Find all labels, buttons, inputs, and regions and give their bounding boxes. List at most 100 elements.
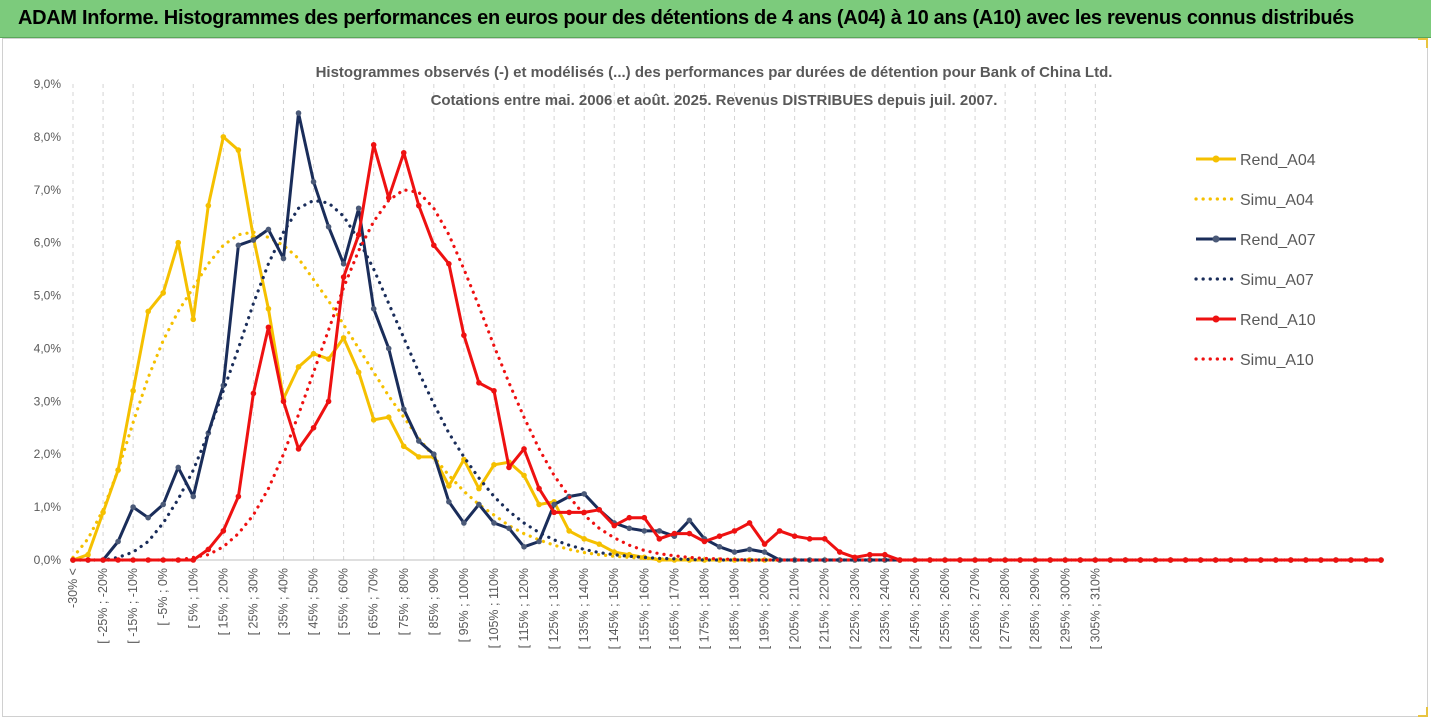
data-point (280, 398, 287, 405)
data-point (130, 557, 136, 563)
data-point (415, 202, 422, 209)
y-tick-label: 2,0% (34, 447, 62, 461)
x-tick-label: [ 135% ; 140% (577, 568, 591, 649)
data-point (145, 557, 151, 563)
data-point (310, 179, 317, 185)
data-point (641, 528, 648, 534)
data-point (370, 305, 377, 312)
data-point (340, 274, 347, 280)
y-tick-label: 4,0% (34, 341, 62, 355)
legend-entry: Rend_A07 (1196, 232, 1316, 249)
data-point (431, 242, 437, 249)
y-tick-label: 0,0% (34, 553, 62, 567)
data-point (641, 514, 648, 521)
x-tick-label: [ 195% ; 200% (758, 568, 772, 649)
series-line (71, 198, 1383, 562)
data-point (491, 462, 497, 468)
data-point (671, 530, 678, 537)
data-point (265, 305, 272, 312)
x-tick-label: [ 215% ; 220% (818, 568, 832, 649)
data-point (130, 387, 136, 394)
series-Simu_A10 (71, 188, 1383, 562)
x-tick-label: [ 235% ; 240% (878, 568, 892, 649)
y-tick-label: 3,0% (34, 394, 62, 408)
data-point (190, 316, 197, 323)
x-tick-label: [ 35% ; 40% (276, 568, 290, 635)
data-point (611, 522, 618, 529)
legend-label: Simu_A07 (1240, 272, 1314, 289)
data-point (776, 528, 783, 534)
data-point (265, 324, 272, 331)
chart-title-line: Histogrammes observés (-) et modélisés (… (316, 64, 1113, 81)
data-point (626, 514, 633, 521)
data-point (536, 538, 542, 545)
data-point (446, 499, 452, 505)
data-point (355, 231, 362, 238)
data-point (310, 424, 317, 431)
data-point (400, 149, 407, 156)
x-tick-label: [ 245% ; 250% (908, 568, 922, 649)
data-point (235, 242, 242, 249)
data-point (1032, 557, 1039, 563)
series-Simu_A07 (71, 198, 1383, 562)
data-point (701, 538, 708, 545)
data-point (115, 557, 121, 563)
data-point (310, 350, 317, 357)
data-point (551, 501, 557, 508)
data-point (190, 493, 197, 500)
data-point (656, 536, 663, 542)
y-tick-label: 8,0% (34, 130, 62, 144)
data-point (1062, 557, 1069, 563)
data-point (115, 538, 121, 545)
x-tick-label: [ 15% ; 20% (216, 568, 230, 635)
legend-entry: Simu_A10 (1194, 352, 1314, 369)
data-point (1182, 557, 1189, 563)
legend-marker (1212, 155, 1220, 163)
data-point (145, 514, 151, 521)
data-point (611, 549, 618, 555)
data-point (1077, 557, 1084, 563)
x-axis: -30% < [ -25% ; -20% [ -15% ; -10% [ -5% ; … (66, 568, 1102, 649)
x-tick-label: [ 105% ; 110% (487, 568, 501, 648)
data-point (521, 543, 527, 550)
data-point (476, 485, 482, 492)
data-point (761, 549, 768, 555)
data-point (746, 520, 753, 526)
data-point (1333, 557, 1339, 563)
data-point (295, 110, 302, 116)
data-point (85, 551, 91, 558)
data-point (220, 528, 227, 534)
chart-frame (2, 38, 1428, 717)
x-tick-label: [ 185% ; 190% (728, 568, 742, 649)
data-point (1047, 557, 1054, 563)
data-point (431, 451, 437, 458)
series-line (71, 188, 1383, 562)
data-point (491, 520, 497, 526)
x-tick-label: [ 165% ; 170% (667, 568, 681, 649)
x-tick-label: [ 115% ; 120% (517, 568, 531, 648)
legend-entry: Rend_A10 (1196, 312, 1316, 329)
y-tick-label: 5,0% (34, 289, 62, 303)
legend-label: Simu_A10 (1240, 352, 1314, 369)
series-Rend_A10 (70, 142, 1384, 563)
x-tick-label: [ -25% ; -20% (96, 568, 110, 644)
data-point (370, 142, 377, 148)
x-tick-label: [ 25% ; 30% (246, 568, 260, 635)
report-title: ADAM Informe. Histogrammes des performan… (18, 7, 1354, 29)
legend-label: Rend_A04 (1240, 152, 1316, 169)
x-tick-label: [ 55% ; 60% (337, 568, 351, 635)
data-point (175, 464, 182, 471)
x-tick-label: [ 265% ; 270% (968, 568, 982, 649)
data-point (340, 335, 347, 341)
data-point (400, 406, 407, 413)
data-point (596, 541, 603, 547)
data-point (1318, 557, 1324, 563)
data-point (686, 530, 693, 537)
data-point (536, 501, 542, 508)
data-point (250, 237, 257, 243)
data-point (521, 472, 527, 479)
data-point (461, 332, 467, 339)
data-point (927, 557, 933, 563)
series-line (72, 135, 1381, 562)
legend-entry: Simu_A04 (1194, 192, 1314, 209)
